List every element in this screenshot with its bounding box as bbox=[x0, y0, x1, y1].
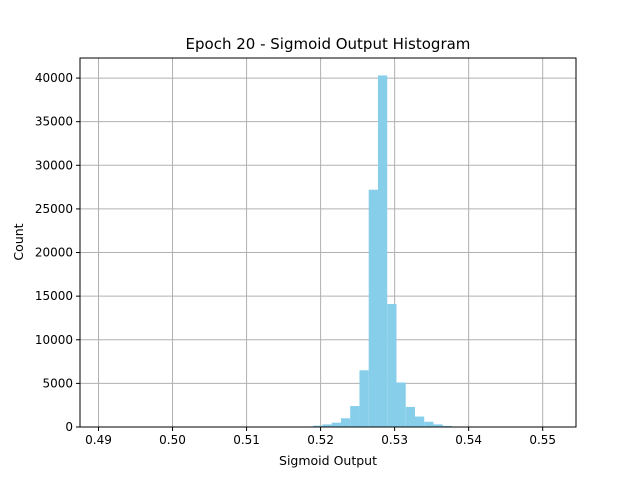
y-tick-label: 35000 bbox=[35, 115, 73, 129]
histogram-bar bbox=[378, 75, 387, 427]
x-tick-label: 0.51 bbox=[233, 433, 260, 447]
y-tick-label: 20000 bbox=[35, 246, 73, 260]
histogram-bar bbox=[359, 370, 368, 427]
x-tick-label: 0.55 bbox=[529, 433, 556, 447]
y-tick-label: 40000 bbox=[35, 71, 73, 85]
y-tick-label: 5000 bbox=[42, 376, 73, 390]
x-tick-label: 0.53 bbox=[381, 433, 408, 447]
x-tick-label: 0.49 bbox=[85, 433, 112, 447]
y-tick-label: 15000 bbox=[35, 289, 73, 303]
histogram-bar bbox=[424, 422, 433, 427]
x-tick-label: 0.54 bbox=[455, 433, 482, 447]
x-axis-label: Sigmoid Output bbox=[279, 453, 377, 468]
histogram-bar bbox=[332, 423, 341, 427]
histogram-bar bbox=[415, 417, 424, 427]
y-tick-label: 30000 bbox=[35, 158, 73, 172]
x-tick-label: 0.52 bbox=[307, 433, 334, 447]
histogram-bar bbox=[396, 383, 405, 427]
histogram-bar bbox=[387, 304, 396, 427]
histogram-bar bbox=[369, 190, 378, 427]
histogram-bar bbox=[406, 407, 415, 427]
y-tick-label: 0 bbox=[65, 420, 73, 434]
histogram-bar bbox=[350, 406, 359, 427]
y-axis-label: Count bbox=[11, 223, 26, 260]
y-tick-label: 10000 bbox=[35, 333, 73, 347]
chart-title: Epoch 20 - Sigmoid Output Histogram bbox=[186, 35, 471, 53]
y-tick-label: 25000 bbox=[35, 202, 73, 216]
x-tick-label: 0.50 bbox=[159, 433, 186, 447]
histogram-bar bbox=[341, 418, 350, 427]
